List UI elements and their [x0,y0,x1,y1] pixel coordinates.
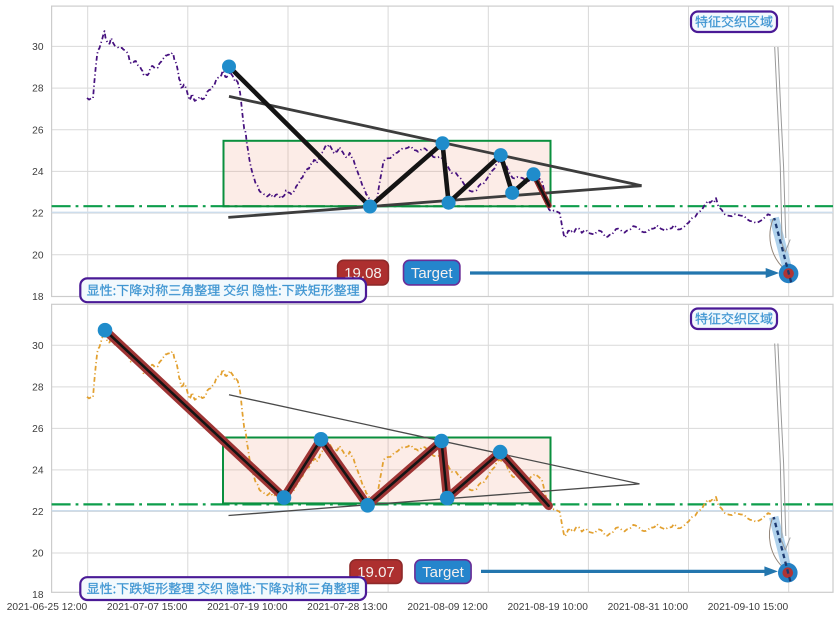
svg-text:2021-08-31 10:00: 2021-08-31 10:00 [608,602,689,613]
svg-text:Target: Target [422,564,465,581]
svg-text:20: 20 [32,250,44,261]
svg-text:26: 26 [32,125,44,136]
svg-text:28: 28 [32,383,44,394]
svg-text:2021-09-10 15:00: 2021-09-10 15:00 [708,602,789,613]
svg-text:Target: Target [411,265,454,282]
svg-text:22: 22 [32,209,44,220]
svg-text:30: 30 [32,341,44,352]
svg-text:2021-06-25 12:00: 2021-06-25 12:00 [7,602,88,613]
svg-text:2021-07-19 10:00: 2021-07-19 10:00 [207,602,288,613]
svg-text:18: 18 [32,292,44,303]
svg-text:2021-08-09 12:00: 2021-08-09 12:00 [407,602,488,613]
svg-text:28: 28 [32,84,44,95]
svg-text:22: 22 [32,507,44,518]
svg-text:19.07: 19.07 [357,564,395,581]
svg-text:2021-07-07 15:00: 2021-07-07 15:00 [107,602,188,613]
svg-text:24: 24 [32,466,44,477]
svg-text:18: 18 [32,590,44,601]
svg-text:20: 20 [32,549,44,560]
svg-text:26: 26 [32,424,44,435]
svg-text:2021-08-19 10:00: 2021-08-19 10:00 [507,602,588,613]
svg-text:24: 24 [32,167,44,178]
svg-text:30: 30 [32,42,44,53]
svg-text:2021-07-28 13:00: 2021-07-28 13:00 [307,602,388,613]
